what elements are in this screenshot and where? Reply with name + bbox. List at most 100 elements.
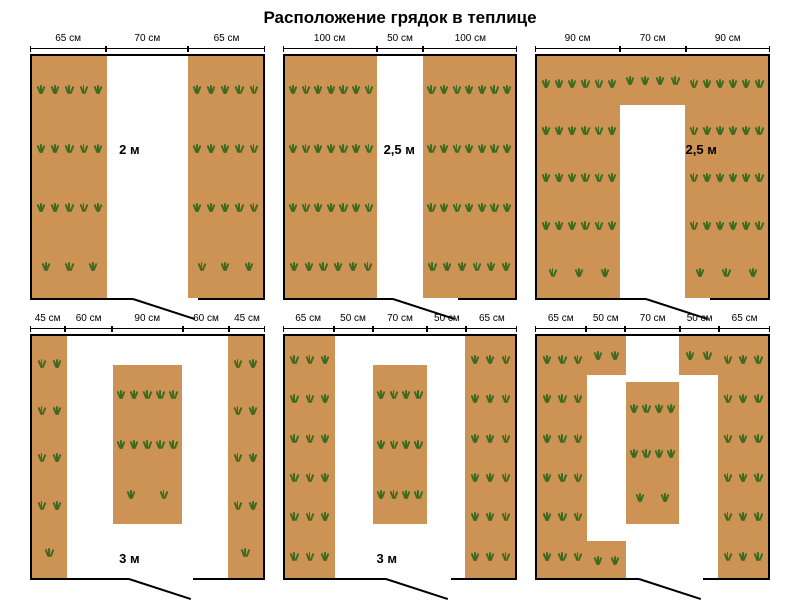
plant-icon [714,173,726,182]
plant-icon [501,85,513,94]
plant-icon [319,473,331,482]
plant-icon [566,79,578,88]
plant-icon [205,203,217,212]
plant-icon [737,512,749,521]
greenhouse-outline [30,54,265,300]
plant-icon [36,501,48,510]
plant-icon [722,355,734,364]
plant-icon [593,173,605,182]
plant-icon [319,355,331,364]
dimension-label: 100 см [423,32,517,54]
dimension-label: 45 см [30,312,65,334]
plant-icon [288,473,300,482]
plant-icon [219,203,231,212]
plant-icon [469,394,481,403]
plant-icon [337,85,349,94]
plant-icon [722,552,734,561]
plant-icon [304,394,316,403]
wall-bottom [193,578,262,580]
greenhouse-width-label: 3 м [119,551,139,566]
plant-icon [500,262,512,271]
dimension-label: 90 см [686,32,770,54]
plant-icon [463,203,475,212]
plant-icon [701,126,713,135]
plant-icon [441,262,453,271]
plant-icon [501,144,513,153]
plant-icon [92,144,104,153]
plant-icon [363,85,375,94]
plant-icon [722,394,734,403]
dimension-label: 50 см [680,312,719,334]
plant-icon [592,351,604,360]
plant-icon [325,144,337,153]
plant-icon [747,268,759,277]
plant-icon [247,453,259,462]
plant-icon [500,512,512,521]
plant-icon [556,434,568,443]
plant-icon [191,203,203,212]
plant-icon [463,144,475,153]
wall-bottom [537,298,645,300]
plant-icon [239,548,251,557]
greenhouse-outline [283,334,518,580]
plant-icon [287,85,299,94]
plant-icon [540,173,552,182]
plant-icon [141,390,153,399]
wall-bottom [710,298,768,300]
garden-bed [587,541,625,580]
dimension-label: 100 см [283,32,377,54]
plant-icon [727,221,739,230]
garden-bed [285,336,335,580]
plant-icon [388,390,400,399]
plant-icon [541,473,553,482]
plant-icon [196,262,208,271]
plant-icon [469,512,481,521]
plant-icon [752,473,764,482]
wall-bottom [32,298,133,300]
greenhouse-width-label: 2,5 м [384,142,415,157]
garden-bed [228,336,263,580]
plant-icon [484,434,496,443]
plant-icon [665,449,677,458]
garden-bed [685,56,768,300]
plant-icon [304,355,316,364]
plant-icon [566,126,578,135]
plant-icon [304,512,316,521]
plant-icon [232,501,244,510]
plant-icon [425,85,437,94]
plant-icon [541,355,553,364]
plant-icon [350,144,362,153]
plant-icon [287,203,299,212]
dimension-label: 65 см [466,312,517,334]
plant-icon [639,76,651,85]
plant-icon [722,512,734,521]
plant-icon [400,440,412,449]
plant-icon [36,359,48,368]
plant-icon [599,268,611,277]
plant-icon [288,552,300,561]
plant-icon [319,552,331,561]
plant-icon [304,552,316,561]
dimension-label: 65 см [535,312,586,334]
plant-icon [471,262,483,271]
plant-icon [412,490,424,499]
dimensions-row: 65 см50 см70 см50 см65 см [283,312,518,334]
dimensions-row: 65 см70 см65 см [30,32,265,54]
plant-icon [332,262,344,271]
garden-bed [537,56,620,300]
greenhouse-outline [535,334,770,580]
plant-icon [737,434,749,443]
garden-bed [626,382,680,524]
plant-icon [485,262,497,271]
layout-5: 65 см50 см70 см50 см65 см3 м [283,312,518,580]
plant-icon [722,473,734,482]
plant-icon [456,262,468,271]
plant-icon [740,79,752,88]
plant-icon [653,449,665,458]
plant-icon [579,79,591,88]
plant-icon [36,453,48,462]
dimension-label: 70 см [620,32,686,54]
plant-icon [609,556,621,565]
plant-icon [556,473,568,482]
plant-icon [375,440,387,449]
